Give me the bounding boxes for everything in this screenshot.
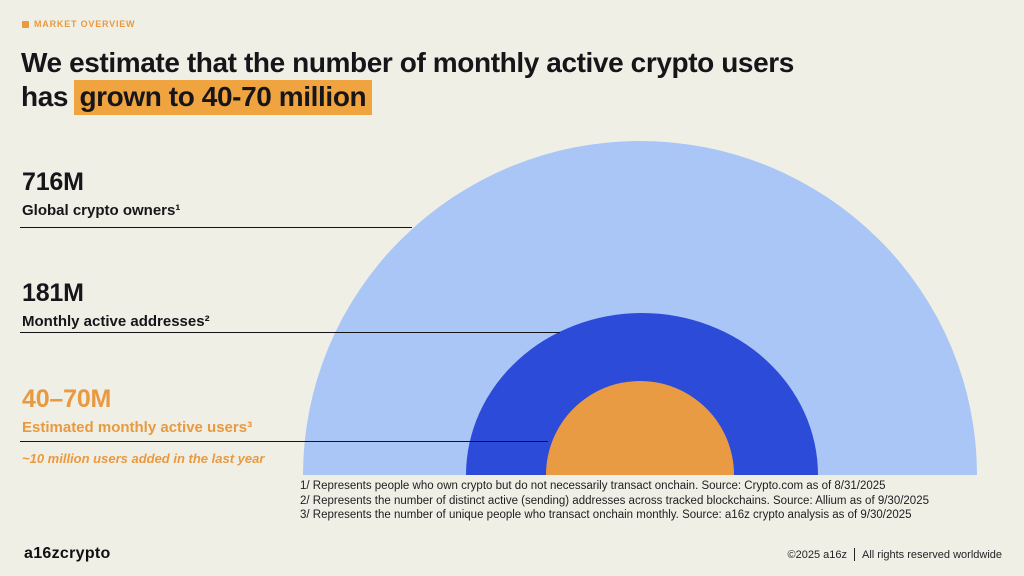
title-line-1: We estimate that the number of monthly a… bbox=[21, 47, 794, 78]
stat-global-owners: 716M Global crypto owners¹ bbox=[22, 168, 180, 219]
eyebrow: MARKET OVERVIEW bbox=[22, 19, 135, 29]
copyright-divider-icon bbox=[854, 548, 855, 561]
copyright-year: ©2025 a16z bbox=[787, 548, 848, 561]
title-line-2: has grown to 40-70 million bbox=[21, 80, 794, 115]
footnote-3: 3/ Represents the number of unique peopl… bbox=[300, 509, 912, 521]
stat-label-active-users: Estimated monthly active users³ bbox=[22, 419, 253, 436]
stat-value-active-addresses: 181M bbox=[22, 279, 84, 307]
title-highlight: grown to 40-70 million bbox=[74, 80, 373, 115]
footnote-2: 2/ Represents the number of distinct act… bbox=[300, 494, 929, 507]
stat-value-active-users: 40–70M bbox=[22, 385, 112, 413]
stat-note-users-added: ~10 million users added in the last year bbox=[22, 451, 265, 466]
copyright-rights: All rights reserved worldwide bbox=[862, 548, 1002, 561]
eyebrow-marker-icon bbox=[22, 20, 29, 28]
stat-active-addresses: 181M Monthly active addresses² bbox=[22, 279, 210, 330]
footnote-1: 1/ Represents people who own crypto but … bbox=[300, 480, 886, 492]
copyright: ©2025 a16z All rights reserved worldwide bbox=[787, 548, 1002, 561]
stat-label-active-addresses: Monthly active addresses² bbox=[22, 313, 210, 330]
stat-label-global-owners: Global crypto owners¹ bbox=[22, 202, 181, 219]
title-line-2-prefix: has bbox=[21, 81, 76, 112]
leader-line-global-owners bbox=[20, 227, 412, 228]
stat-active-users: 40–70M Estimated monthly active users³ bbox=[22, 385, 252, 436]
footnotes: 1/ Represents people who own crypto but … bbox=[300, 479, 929, 523]
leader-line-active-addresses bbox=[20, 332, 560, 333]
stat-value-global-owners: 716M bbox=[22, 168, 84, 196]
eyebrow-label: MARKET OVERVIEW bbox=[34, 19, 136, 29]
page-title: We estimate that the number of monthly a… bbox=[21, 46, 794, 115]
leader-line-active-users bbox=[20, 441, 548, 442]
a16zcrypto-logo: a16zcrypto bbox=[24, 545, 111, 562]
